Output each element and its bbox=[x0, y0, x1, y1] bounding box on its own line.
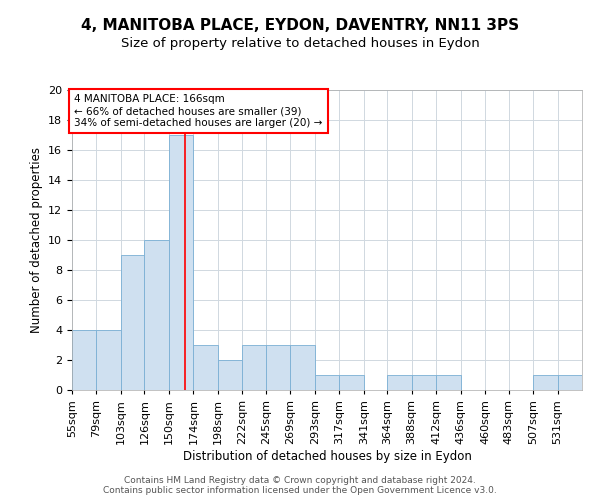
Bar bbox=[266, 345, 290, 390]
Text: 4 MANITOBA PLACE: 166sqm
← 66% of detached houses are smaller (39)
34% of semi-d: 4 MANITOBA PLACE: 166sqm ← 66% of detach… bbox=[74, 94, 322, 128]
Bar bbox=[97, 330, 121, 390]
Bar bbox=[145, 240, 169, 390]
Bar bbox=[315, 375, 339, 390]
Bar bbox=[193, 345, 218, 390]
Bar bbox=[533, 375, 557, 390]
Bar bbox=[169, 135, 193, 390]
Text: Contains HM Land Registry data © Crown copyright and database right 2024.
Contai: Contains HM Land Registry data © Crown c… bbox=[103, 476, 497, 495]
Bar bbox=[121, 255, 145, 390]
Bar bbox=[557, 375, 582, 390]
Bar bbox=[339, 375, 364, 390]
X-axis label: Distribution of detached houses by size in Eydon: Distribution of detached houses by size … bbox=[182, 450, 472, 462]
Bar bbox=[412, 375, 436, 390]
Text: 4, MANITOBA PLACE, EYDON, DAVENTRY, NN11 3PS: 4, MANITOBA PLACE, EYDON, DAVENTRY, NN11… bbox=[81, 18, 519, 32]
Text: Size of property relative to detached houses in Eydon: Size of property relative to detached ho… bbox=[121, 38, 479, 51]
Bar bbox=[436, 375, 461, 390]
Bar bbox=[242, 345, 266, 390]
Bar bbox=[290, 345, 315, 390]
Bar bbox=[218, 360, 242, 390]
Bar bbox=[387, 375, 412, 390]
Y-axis label: Number of detached properties: Number of detached properties bbox=[29, 147, 43, 333]
Bar bbox=[72, 330, 97, 390]
